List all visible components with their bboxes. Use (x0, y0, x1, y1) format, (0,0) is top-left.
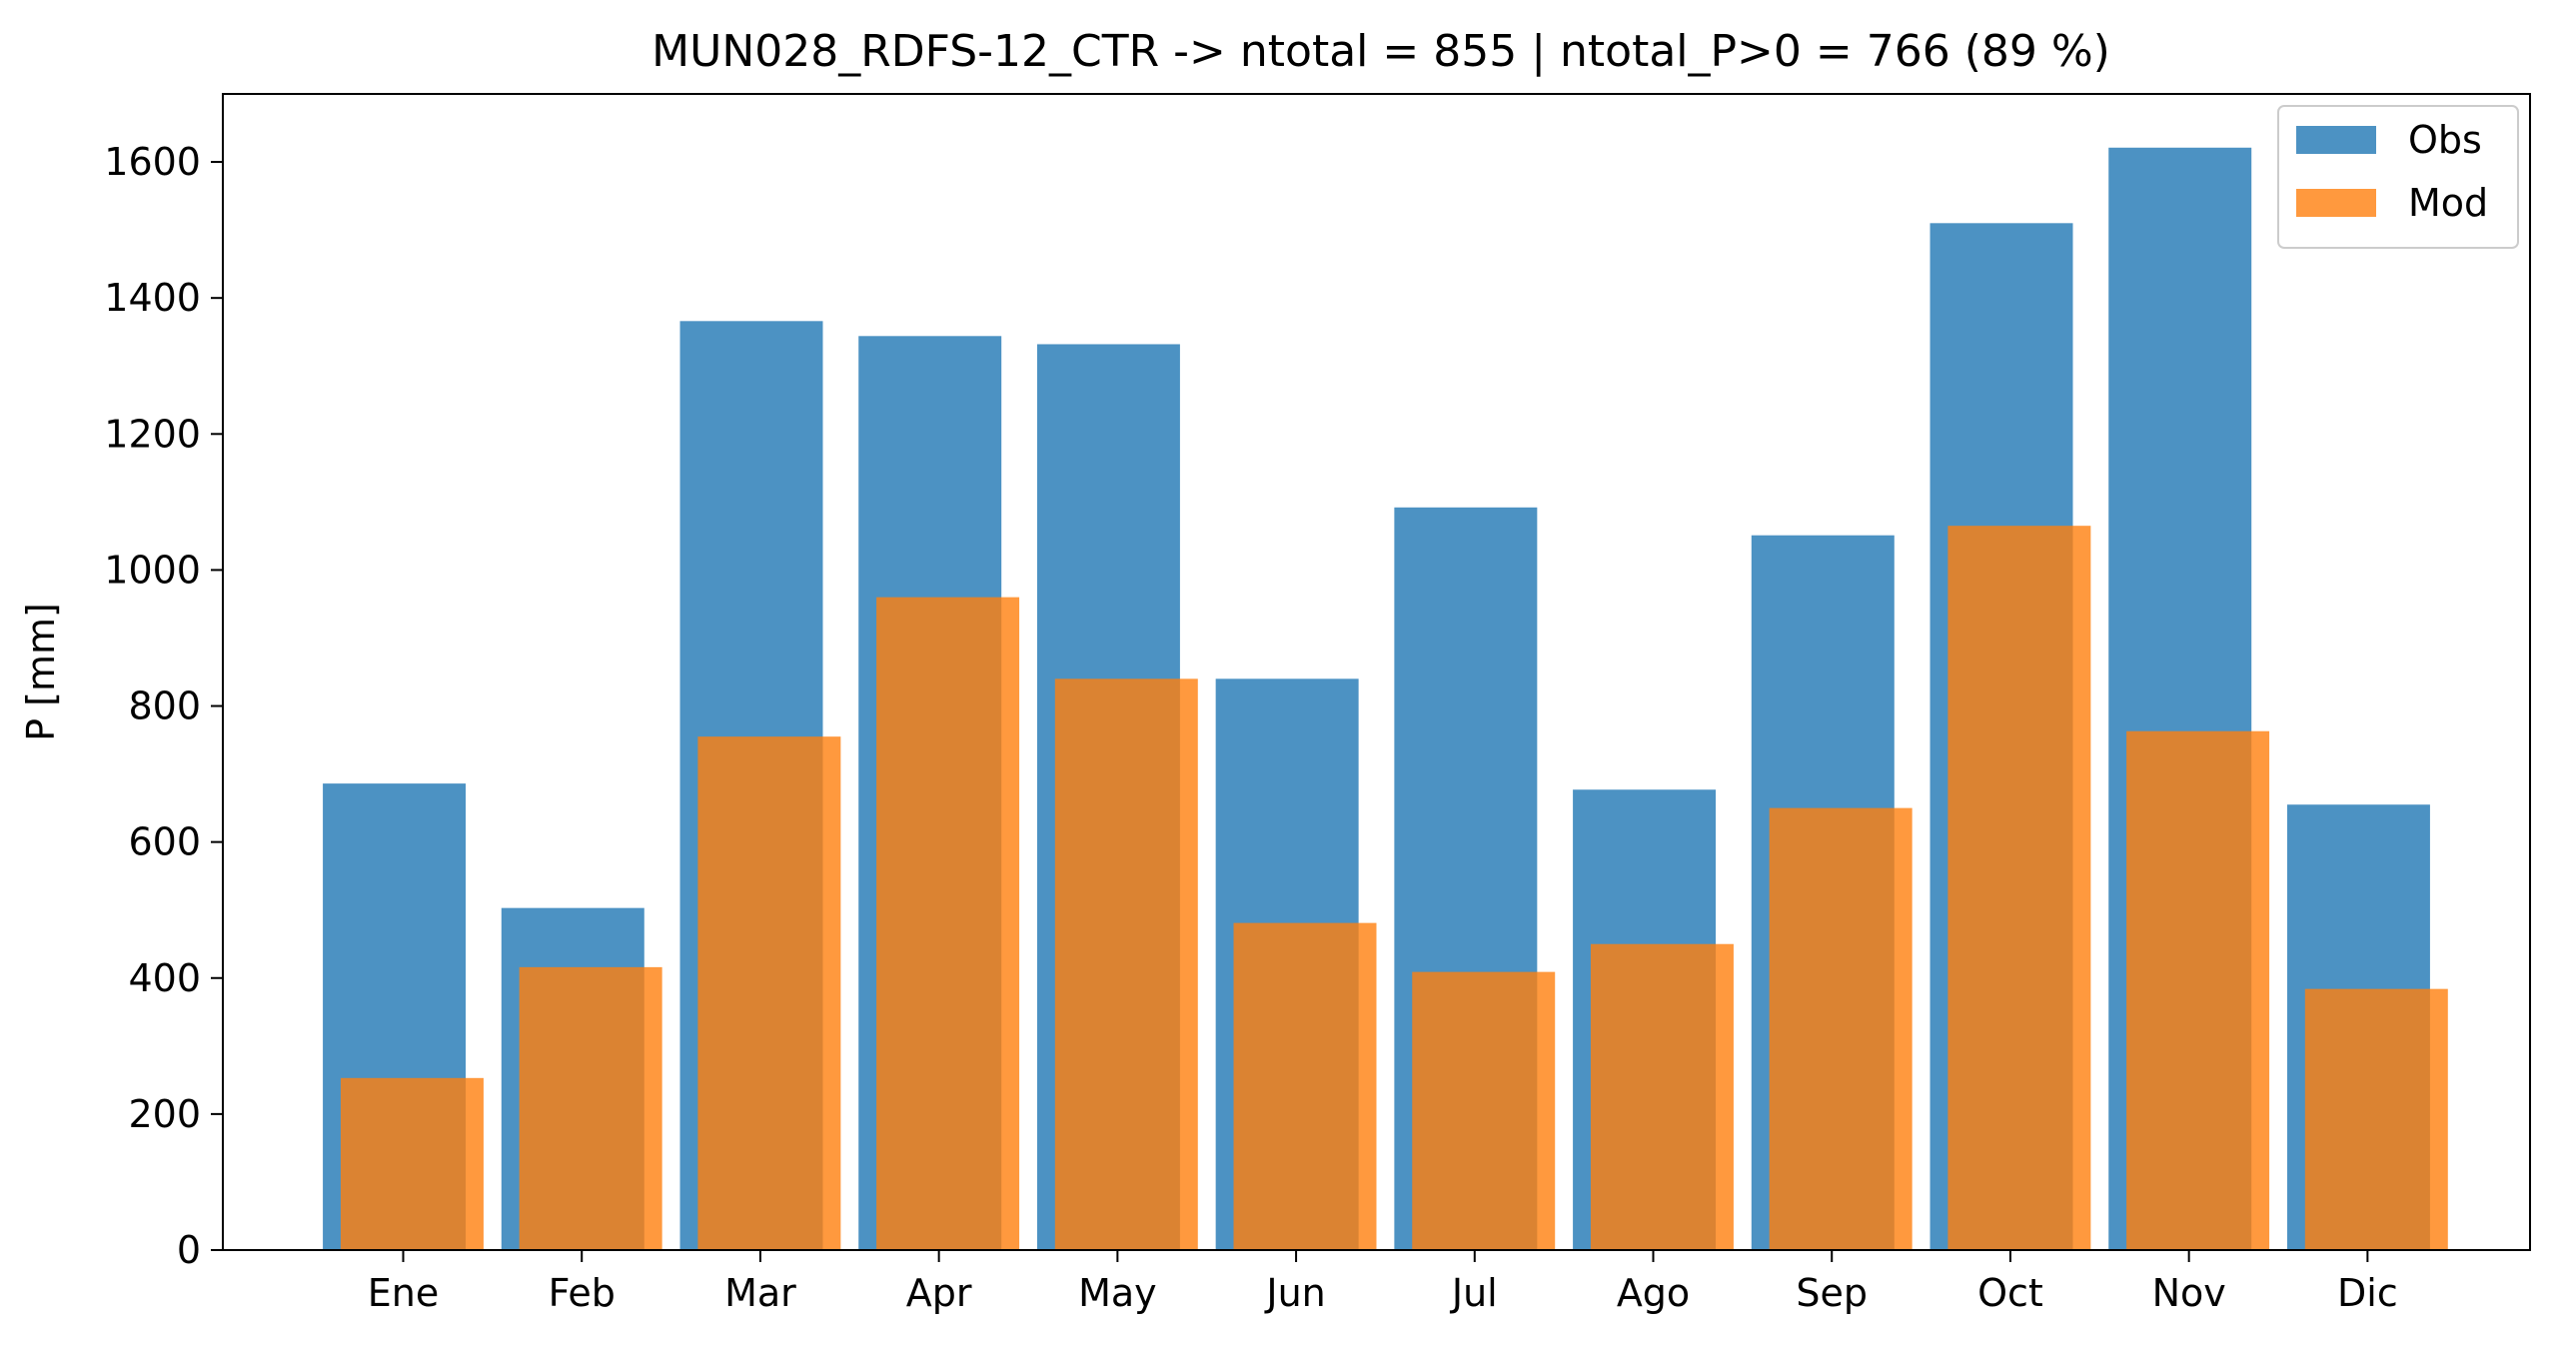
plot-frame (222, 93, 2531, 1251)
y-tick-label: 600 (128, 820, 201, 864)
x-tick-label-oct: Oct (1977, 1271, 2043, 1315)
legend: Obs Mod (2277, 105, 2519, 249)
legend-swatch-mod (2296, 189, 2376, 217)
x-tick-label-ago: Ago (1617, 1271, 1690, 1315)
y-tick-label: 1400 (104, 276, 201, 320)
legend-label-obs: Obs (2408, 118, 2482, 162)
bar-mod-ago (1590, 943, 1734, 1250)
axes-layer: 0 200 400 600 800 1000 1200 1400 1600 Ene Feb Mar Ap… (104, 93, 2531, 1315)
bar-mod-mar (697, 736, 841, 1250)
x-tick-label-feb: Feb (549, 1271, 616, 1315)
x-tick-label-nov: Nov (2152, 1271, 2226, 1315)
chart-title: MUN028_RDFS-12_CTR -> ntotal = 855 | nto… (651, 26, 2110, 77)
legend-swatch-obs (2296, 126, 2376, 154)
x-tick-label-may: May (1078, 1271, 1157, 1315)
bar-mod-feb (519, 966, 662, 1250)
bar-mod-may (1054, 678, 1198, 1250)
y-tick-label: 1600 (104, 140, 201, 184)
y-tick-label: 1000 (104, 548, 201, 592)
legend-label-mod: Mod (2408, 181, 2488, 225)
bar-mod-dic (2304, 988, 2448, 1250)
y-axis-label: P [mm] (19, 603, 63, 741)
bars-layer (323, 147, 2448, 1251)
x-tick-label-dic: Dic (2337, 1271, 2398, 1315)
x-tick-label-sep: Sep (1796, 1271, 1868, 1315)
x-tick-label-ene: Ene (368, 1271, 439, 1315)
bar-mod-apr (876, 597, 1020, 1250)
x-tick-label-mar: Mar (724, 1271, 796, 1315)
y-tick-label: 400 (128, 956, 201, 1000)
x-tick-label-apr: Apr (906, 1271, 972, 1315)
bar-mod-jun (1233, 922, 1377, 1250)
x-tick-label-jul: Jul (1450, 1271, 1498, 1315)
bar-mod-sep (1769, 807, 1913, 1250)
y-tick-label: 800 (128, 684, 201, 728)
bar-mod-jul (1412, 971, 1556, 1250)
y-tick-label: 0 (177, 1228, 201, 1272)
bar-mod-nov (2126, 730, 2270, 1250)
y-tick-label: 1200 (104, 412, 201, 456)
y-tick-label: 200 (128, 1092, 201, 1136)
bar-mod-ene (340, 1077, 484, 1250)
x-tick-label-jun: Jun (1264, 1271, 1325, 1315)
bar-mod-oct (1947, 526, 2091, 1250)
